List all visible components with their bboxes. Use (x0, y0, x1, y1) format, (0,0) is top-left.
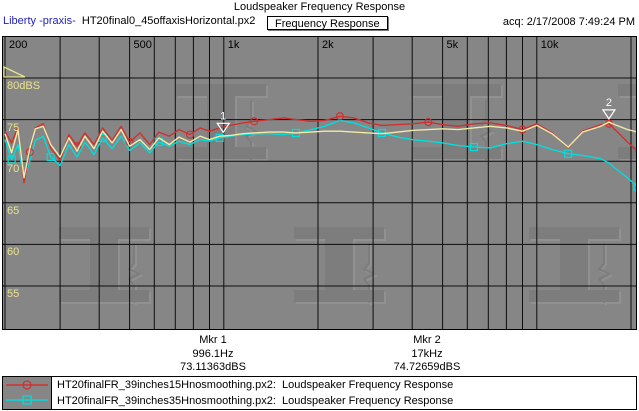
app-name-label: Liberty -praxis- (3, 15, 76, 27)
svg-text:1: 1 (220, 110, 226, 122)
x-axis-label: 500 (133, 39, 152, 51)
file-header: Liberty -praxis- HT20final0_45offaxisHor… (3, 15, 255, 27)
marker-1-readout: Mkr 1 996.1Hz 73.11363dBS (180, 334, 246, 375)
page-title: Loudspeaker Frequency Response (233, 1, 406, 13)
svg-text:2: 2 (606, 97, 612, 109)
frequency-response-view-button[interactable]: Frequency Response (267, 16, 388, 30)
legend-labels: HT20finalFR_39inches15Hnosmoothing.px2: … (52, 377, 636, 409)
marker-1-title: Mkr 1 (199, 334, 227, 346)
x-axis-label: 1k (227, 39, 240, 51)
marker-2-readout: Mkr 2 17kHz 74.72659dBS (394, 334, 461, 375)
legend-item-cyan-trace[interactable]: HT20finalFR_39inches35Hnosmoothing.px2: … (57, 395, 454, 407)
y-axis-label: 80dBS (7, 80, 41, 92)
x-axis-label: 2k (322, 39, 334, 51)
marker-2-frequency: 17kHz (411, 347, 443, 360)
legend-item-red-trace[interactable]: HT20finalFR_39inches15Hnosmoothing.px2: … (57, 379, 454, 391)
acquisition-timestamp: acq: 2/17/2008 7:49:24 PM (502, 16, 635, 28)
y-axis-label: 60 (7, 246, 20, 259)
x-axis-label: 200 (9, 39, 28, 51)
legend-swatch-cell (3, 377, 52, 409)
trace-legend: HT20finalFR_39inches15Hnosmoothing.px2: … (2, 376, 637, 410)
x-axis-label: 10k (540, 39, 559, 51)
y-axis-label: 75 (7, 121, 20, 134)
frequency-response-plot-canvas[interactable]: 12 (3, 37, 636, 329)
y-axis-label: 55 (7, 288, 20, 300)
marker-2-title: Mkr 2 (413, 334, 441, 346)
x-axis-label: 5k (446, 39, 459, 51)
legend-trace-icons (6, 380, 48, 405)
marker-1-level: 73.11363dBS (180, 361, 246, 373)
marker-1-frequency: 996.1Hz (192, 347, 234, 360)
y-axis-label: 65 (7, 204, 20, 217)
y-axis-label: 70 (7, 163, 20, 176)
open-file-label: HT20final0_45offaxisHorizontal.px2 (81, 15, 256, 27)
marker-2-level: 74.72659dBS (393, 361, 461, 373)
